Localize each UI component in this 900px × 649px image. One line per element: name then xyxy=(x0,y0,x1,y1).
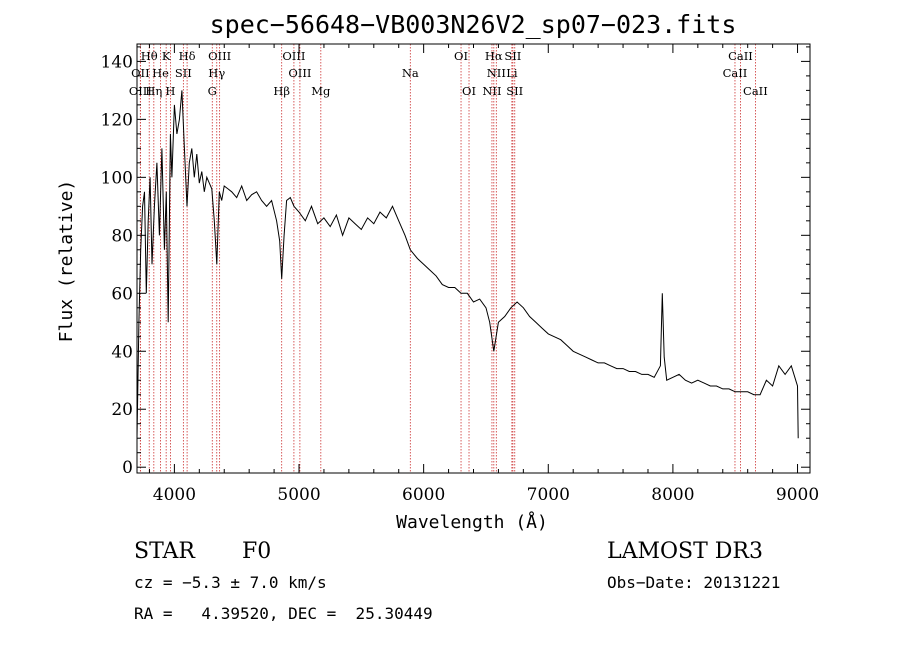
line-marker-label: Hη xyxy=(145,84,162,98)
line-marker-label: Hδ xyxy=(179,49,196,63)
x-tick-label: 6000 xyxy=(402,485,445,505)
plot-frame xyxy=(136,43,811,474)
line-marker-label: SII xyxy=(506,84,523,98)
survey-name: LAMOST DR3 xyxy=(607,539,763,564)
line-marker-label: K xyxy=(162,49,171,63)
line-marker-label: OIII xyxy=(282,49,305,63)
x-tick-label: 5000 xyxy=(277,485,320,505)
x-axis-label: Wavelength (Å) xyxy=(396,511,548,533)
line-marker-label: Li xyxy=(506,66,518,80)
spectrum-line xyxy=(136,90,799,439)
coordinates: RA = 4.39520, DEC = 25.30449 xyxy=(134,604,433,623)
y-tick-label: 140 xyxy=(101,52,133,72)
x-axis: 4000 5000 6000 7000 8000 9000 xyxy=(148,44,819,505)
x-tick-label: 8000 xyxy=(651,485,694,505)
line-marker-label: OI xyxy=(454,49,468,63)
line-marker-label: Hβ xyxy=(273,84,290,98)
y-tick-label: 80 xyxy=(111,226,133,246)
redshift-cz: cz = −5.3 ± 7.0 km/s xyxy=(134,573,327,592)
emission-line-markers xyxy=(139,44,756,473)
line-marker-label: SII xyxy=(175,66,192,80)
line-marker-label: Hα xyxy=(485,49,503,63)
line-marker-label: SII xyxy=(504,49,521,63)
line-marker-label: CaII xyxy=(723,66,748,80)
y-axis: 0 20 40 60 80 100 120 140 xyxy=(101,46,810,478)
line-marker-label: He xyxy=(152,66,169,80)
line-marker-label: NII xyxy=(487,66,506,80)
object-class: STAR xyxy=(134,539,195,564)
line-marker-label: H xyxy=(165,84,175,98)
chart-title: spec−56648−VB003N26V2_sp07−023.fits xyxy=(210,10,737,39)
line-marker-label: OIII xyxy=(288,66,311,80)
line-marker-label: OI xyxy=(462,84,476,98)
y-tick-label: 100 xyxy=(101,168,133,188)
x-tick-label: 9000 xyxy=(776,485,819,505)
line-marker-label: G xyxy=(208,84,217,98)
y-tick-label: 40 xyxy=(111,342,133,362)
y-tick-label: 120 xyxy=(101,110,133,130)
line-marker-label: OIII xyxy=(129,84,152,98)
line-marker-label: CaII xyxy=(743,84,768,98)
y-tick-label: 0 xyxy=(122,458,133,478)
y-axis-label: Flux (relative) xyxy=(56,180,77,343)
line-marker-label: OIII xyxy=(208,49,231,63)
line-marker-label: CaII xyxy=(728,49,753,63)
x-tick-label: 7000 xyxy=(527,485,570,505)
object-subclass: F0 xyxy=(242,539,272,564)
line-marker-label: Hθ xyxy=(141,49,158,63)
x-tick-label: 4000 xyxy=(153,485,196,505)
observation-date: Obs−Date: 20131221 xyxy=(607,573,781,592)
line-marker-label: NII xyxy=(482,84,501,98)
line-marker-label: Mg xyxy=(311,84,331,98)
line-marker-label: Na xyxy=(402,66,419,80)
line-marker-label: Hγ xyxy=(208,66,225,80)
y-tick-label: 20 xyxy=(111,400,133,420)
y-tick-label: 60 xyxy=(111,284,133,304)
line-marker-label: OII xyxy=(131,66,150,80)
